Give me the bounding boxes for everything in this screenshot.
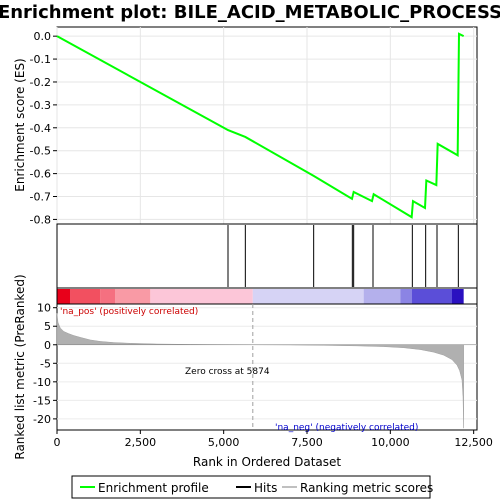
x-tick-label: 12,500 (454, 436, 493, 449)
metric-y-tick-label: -10 (33, 376, 51, 389)
metric-panel-frame (56, 303, 478, 431)
heatbar-segment (150, 289, 253, 304)
heatbar-segment (412, 289, 452, 304)
es-y-tick-label: -0.3 (30, 99, 51, 112)
x-tick-label: 0 (54, 436, 61, 449)
heatbar-segment (252, 289, 364, 304)
heatbar-segment (70, 289, 101, 304)
es-y-ticks: 0.0 -0.1 -0.2 -0.3 -0.4 -0.5 -0.6 -0.7 -0.8 (30, 30, 57, 226)
metric-y-axis-label: Ranked list metric (PreRanked) (13, 274, 27, 459)
es-grid (56, 27, 477, 224)
x-tick-label: 2,500 (125, 436, 157, 449)
es-y-tick-label: -0.5 (30, 145, 51, 158)
x-axis-label: Rank in Ordered Dataset (193, 455, 341, 469)
neg-correlated-label: 'na_neg' (negatively correlated) (275, 423, 418, 433)
x-tick-label: 7,500 (291, 436, 323, 449)
heatbar-segment (400, 289, 412, 304)
metric-y-tick-label: -5 (40, 357, 51, 370)
legend-enrichment-label: Enrichment profile (98, 481, 209, 495)
es-y-tick-label: -0.8 (30, 213, 51, 226)
metric-y-tick-label: -20 (33, 413, 51, 426)
metric-y-tick-label: -15 (33, 394, 51, 407)
rank-heatbar (56, 287, 478, 305)
x-tick-label: 10,000 (371, 436, 410, 449)
chart-title: Enrichment plot: BILE_ACID_METABOLIC_PRO… (0, 2, 500, 23)
enrichment-profile-line (56, 32, 465, 219)
hits-panel-frame (56, 223, 478, 289)
metric-area-layer (56, 304, 477, 430)
heatbar-segment (115, 289, 151, 304)
es-y-axis-label: Enrichment score (ES) (13, 58, 27, 191)
legend: Enrichment profile Hits Ranking metric s… (71, 475, 433, 499)
pos-correlated-label: 'na_pos' (positively correlated) (60, 307, 198, 317)
metric-y-ticks: 10 5 0 -5 -10 -15 -20 (33, 302, 57, 426)
ranked-metric-panel: 10 5 0 -5 -10 -15 -20 'na_pos' (positively cor… (13, 274, 478, 460)
es-y-tick-label: -0.6 (30, 168, 51, 181)
es-panel-frame (56, 26, 478, 225)
es-y-tick-label: 0.0 (34, 30, 52, 43)
es-y-tick-label: -0.4 (30, 122, 51, 135)
legend-metric-label: Ranking metric scores (300, 481, 433, 495)
hits-layer (227, 225, 459, 287)
hits-panel (56, 223, 478, 289)
heatbar-segment (57, 289, 71, 304)
es-y-tick-label: -0.1 (30, 53, 51, 66)
metric-y-tick-label: 5 (44, 320, 51, 333)
es-y-tick-label: -0.7 (30, 191, 51, 204)
es-y-tick-label: -0.2 (30, 76, 51, 89)
es-line-layer (56, 32, 465, 219)
x-tick-label: 5,000 (208, 436, 240, 449)
heatbar-segment (100, 289, 116, 304)
es-panel: 0.0 -0.1 -0.2 -0.3 -0.4 -0.5 -0.6 -0.7 -0.8 Enri… (13, 26, 478, 226)
zero-cross-label: Zero cross at 5874 (185, 367, 270, 377)
metric-y-tick-label: 0 (44, 339, 51, 352)
heatbar-segment (452, 289, 464, 304)
metric-y-tick-label: 10 (37, 302, 51, 315)
x-axis: 0 2,500 5,000 7,500 10,000 12,500 (54, 430, 493, 449)
heatbar-segment (363, 289, 401, 304)
legend-hits-label: Hits (254, 481, 277, 495)
